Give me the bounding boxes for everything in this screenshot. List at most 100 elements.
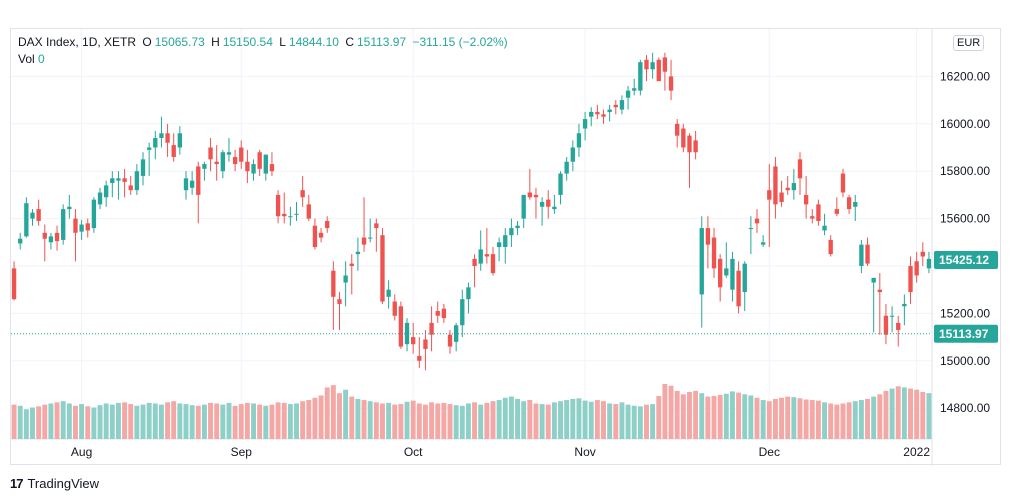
candle-body [699,228,704,295]
candle-body [736,270,741,307]
candle-body [398,306,404,347]
candle-body [97,192,103,205]
candle-body [589,111,594,117]
candle-body [496,242,502,248]
volume-bar [644,404,649,439]
candle-body [883,315,889,335]
volume-bar [502,397,508,439]
volume-bar [625,404,631,439]
tradingview-logo-icon: 17 [10,476,24,491]
candle-body [159,133,164,139]
candle-body [171,145,176,157]
volume-bar [398,404,404,439]
volume-bar [177,403,183,439]
candle-body [521,194,526,219]
candle-body [312,225,318,248]
candle-body [687,135,692,153]
volume-bar [742,394,748,439]
candle-body [693,140,698,153]
volume-bar [134,405,140,439]
volume-bar [791,397,797,439]
candle-body [767,190,772,200]
currency-button[interactable]: EUR [953,35,985,51]
candle-body [306,204,311,219]
candle-body [226,152,232,155]
candle-body [36,209,41,221]
volume-bar [865,398,870,439]
volume-bar [294,403,299,439]
x-tick-label: Nov [574,445,595,459]
candle-body [773,166,778,205]
volume-bar [380,403,385,439]
volume-bar [729,391,735,439]
candle-body [822,225,827,231]
low-label: L [279,35,286,49]
x-tick-label: Oct [404,445,423,459]
y-tick-label: 16000.00 [940,117,990,131]
candle-body [331,270,336,297]
volume-bar [613,404,619,439]
volume-bar [343,389,349,439]
volume-bar [128,404,134,439]
volume-bar [330,385,336,439]
volume-bar [208,402,214,439]
candle-body [343,275,348,283]
volume-bar [926,393,932,439]
candle-body [797,159,803,179]
candle-body [865,244,870,264]
volume-bar [312,397,318,439]
volume-bar [901,387,907,439]
volume-bar [410,400,416,439]
candle-body [196,166,201,195]
volume-bar [66,403,72,439]
volume-bar [797,398,803,439]
candle-body [619,100,625,110]
candle-body [423,339,428,349]
volume-bar [508,396,514,439]
candle-body [601,114,606,117]
candle-body [681,128,686,148]
volume-bar [815,400,821,439]
brand-label[interactable]: TradingView [27,476,100,491]
volume-bar [674,390,680,439]
candle-body [153,138,158,148]
candle-body [325,220,330,229]
volume-bar [287,404,293,439]
candle-body [742,263,747,293]
ohlc-legend: DAX Index, 1D, XETR O 15065.73 H 15150.54 … [18,35,511,49]
volume-bar [527,400,533,439]
volume-bar [392,404,398,439]
x-tick-label: Aug [71,445,92,459]
volume-bar [263,405,269,439]
volume-bar [533,403,539,439]
candle-body [134,171,140,191]
candle-body [54,232,60,242]
candle-body [355,251,361,255]
volume-bar [429,402,435,439]
volume-bar [257,404,263,439]
candle-body [411,337,416,345]
candle-body [183,178,189,191]
candle-body [386,289,391,297]
volume-bar [822,402,828,439]
candle-body [85,223,90,231]
candle-body [275,194,281,217]
volume-bar [877,394,883,439]
x-tick-label: Dec [759,445,780,459]
candlestick-chart[interactable]: 14800.00 15000.00 15200.00 15600.00 15800.00… [11,29,1002,466]
volume-bar [146,402,152,439]
candle-body [202,164,207,169]
candle-body [374,223,379,229]
candle-body [724,268,729,276]
volume-bar [91,407,97,439]
volume-bar [601,401,606,439]
candle-body [625,90,631,98]
volume-bar [858,400,864,439]
volume-bar [422,404,428,439]
volume-bar [79,404,85,439]
candle-body [128,185,133,191]
candle-body [785,187,790,191]
volume-bar [803,399,809,439]
volume-bar [140,404,146,439]
volume-value: 0 [38,52,45,66]
